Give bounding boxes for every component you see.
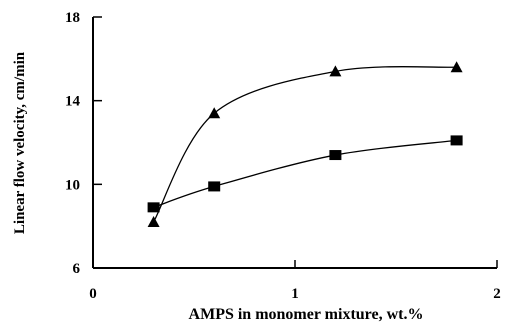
square-marker xyxy=(329,150,342,161)
square-marker xyxy=(450,135,463,146)
triangle-series-curve xyxy=(153,66,457,223)
y-ticks: 6 10 14 18 xyxy=(65,10,102,277)
x-tick-label: 2 xyxy=(493,286,501,302)
y-tick-label: 18 xyxy=(65,10,80,26)
y-tick-label: 14 xyxy=(65,94,81,110)
x-ticks: 0 1 2 xyxy=(89,260,501,302)
series-curves xyxy=(153,66,457,223)
y-tick-label: 10 xyxy=(65,177,80,193)
x-axis-title: AMPS in monomer mixture, wt.% xyxy=(189,306,424,323)
triangle-marker xyxy=(208,107,221,119)
triangle-marker xyxy=(329,65,342,77)
square-marker xyxy=(147,202,160,213)
x-tick-label: 0 xyxy=(89,286,97,302)
x-tick-label: 1 xyxy=(291,286,299,302)
square-marker xyxy=(208,181,221,192)
y-tick-label: 6 xyxy=(73,261,81,277)
square-series-curve xyxy=(153,139,457,208)
series-markers xyxy=(147,61,463,227)
triangle-marker xyxy=(450,61,463,73)
y-axis-title: Linear flow velocity, cm/min xyxy=(12,51,28,234)
triangle-marker xyxy=(147,215,160,227)
